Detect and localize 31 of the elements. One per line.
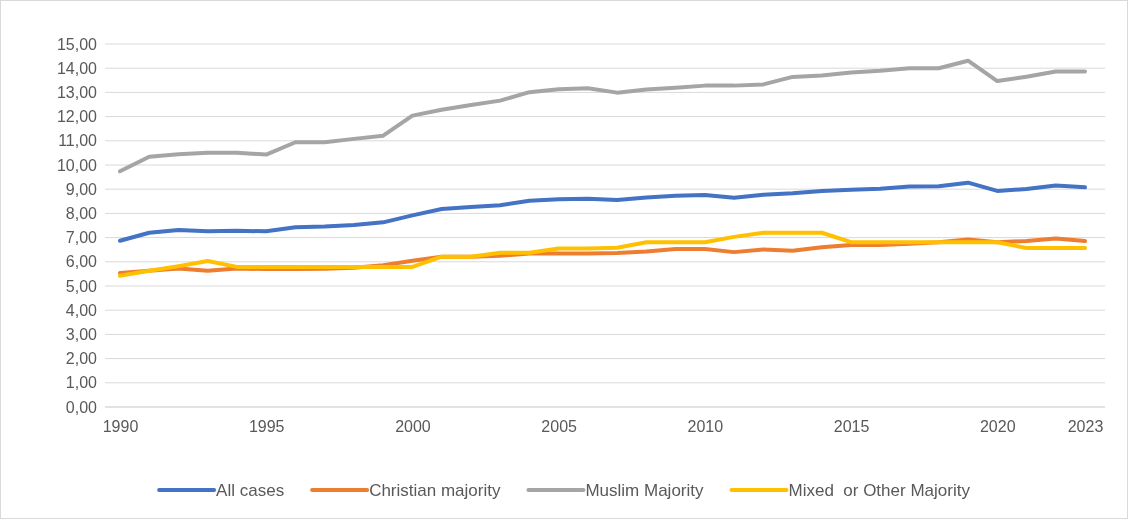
y-tick-label: 9,00 <box>65 180 98 198</box>
x-tick-label: 2010 <box>687 418 724 436</box>
y-tick-label: 0,00 <box>65 398 98 416</box>
x-tick-label: 2005 <box>541 418 578 436</box>
legend-label: All cases <box>216 481 285 500</box>
y-tick-label: 6,00 <box>65 253 98 271</box>
x-tick-label: 2000 <box>395 418 431 436</box>
y-tick-label: 7,00 <box>65 229 98 247</box>
y-tick-label: 10,00 <box>56 156 98 174</box>
x-tick-label: 1990 <box>102 418 139 436</box>
y-tick-label: 12,00 <box>56 108 98 126</box>
x-tick-label: 2020 <box>979 418 1016 436</box>
y-tick-label: 14,00 <box>56 59 98 77</box>
y-tick-label: 3,00 <box>65 326 98 344</box>
line-series <box>118 58 1087 174</box>
legend-label: Mixed or Other Majority <box>788 481 971 500</box>
legend-label: Christian majority <box>369 481 501 500</box>
x-tick-label: 2023 <box>1067 418 1104 436</box>
y-tick-label: 8,00 <box>65 205 98 223</box>
y-tick-label: 11,00 <box>58 132 98 150</box>
x-tick-label: 1995 <box>248 418 285 436</box>
line-series <box>118 180 1087 243</box>
y-tick-label: 15,00 <box>56 35 98 53</box>
y-tick-label: 13,00 <box>56 84 98 102</box>
y-tick-label: 2,00 <box>65 350 98 368</box>
y-tick-label: 1,00 <box>65 374 98 392</box>
y-tick-label: 4,00 <box>65 301 98 319</box>
y-tick-label: 5,00 <box>65 277 98 295</box>
legend-label: Muslim Majority <box>585 481 705 500</box>
x-tick-label: 2015 <box>833 418 870 436</box>
line-series <box>118 230 1087 278</box>
